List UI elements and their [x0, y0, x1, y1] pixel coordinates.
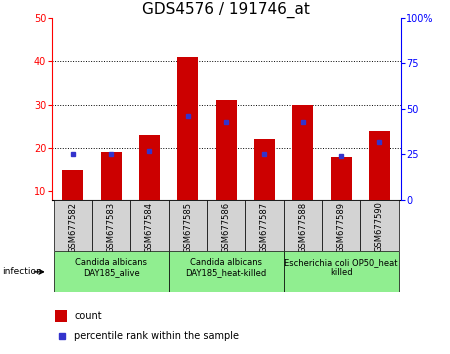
Text: infection: infection	[2, 267, 42, 276]
Bar	[139, 135, 160, 200]
Text: Escherichia coli OP50_heat
killed: Escherichia coli OP50_heat killed	[284, 258, 398, 277]
Text: Candida albicans
DAY185_heat-killed: Candida albicans DAY185_heat-killed	[185, 258, 267, 277]
Bar	[177, 57, 198, 200]
Text: GSM677582: GSM677582	[68, 201, 77, 252]
Bar	[92, 200, 130, 251]
Bar	[54, 200, 92, 251]
Text: GSM677587: GSM677587	[260, 201, 269, 253]
Bar	[169, 251, 284, 292]
Bar	[55, 309, 68, 322]
Bar	[216, 100, 237, 200]
Text: GSM677590: GSM677590	[375, 201, 384, 252]
Bar	[54, 251, 169, 292]
Text: count: count	[74, 311, 102, 321]
Text: GSM677584: GSM677584	[145, 201, 154, 252]
Bar	[207, 200, 245, 251]
Bar	[322, 200, 360, 251]
Text: GSM677586: GSM677586	[221, 201, 230, 253]
Bar	[245, 200, 284, 251]
Text: GSM677583: GSM677583	[107, 201, 116, 253]
Bar	[62, 170, 83, 200]
Title: GDS4576 / 191746_at: GDS4576 / 191746_at	[142, 1, 310, 18]
Text: percentile rank within the sample: percentile rank within the sample	[74, 331, 239, 341]
Text: GSM677589: GSM677589	[337, 201, 346, 252]
Bar	[331, 156, 351, 200]
Bar	[360, 200, 399, 251]
Bar	[101, 152, 122, 200]
Bar	[254, 139, 275, 200]
Bar	[130, 200, 169, 251]
Bar	[284, 200, 322, 251]
Bar	[169, 200, 207, 251]
Bar	[292, 104, 313, 200]
Bar	[284, 251, 399, 292]
Text: GSM677585: GSM677585	[183, 201, 192, 252]
Bar	[369, 131, 390, 200]
Text: GSM677588: GSM677588	[298, 201, 307, 253]
Text: Candida albicans
DAY185_alive: Candida albicans DAY185_alive	[75, 258, 147, 277]
